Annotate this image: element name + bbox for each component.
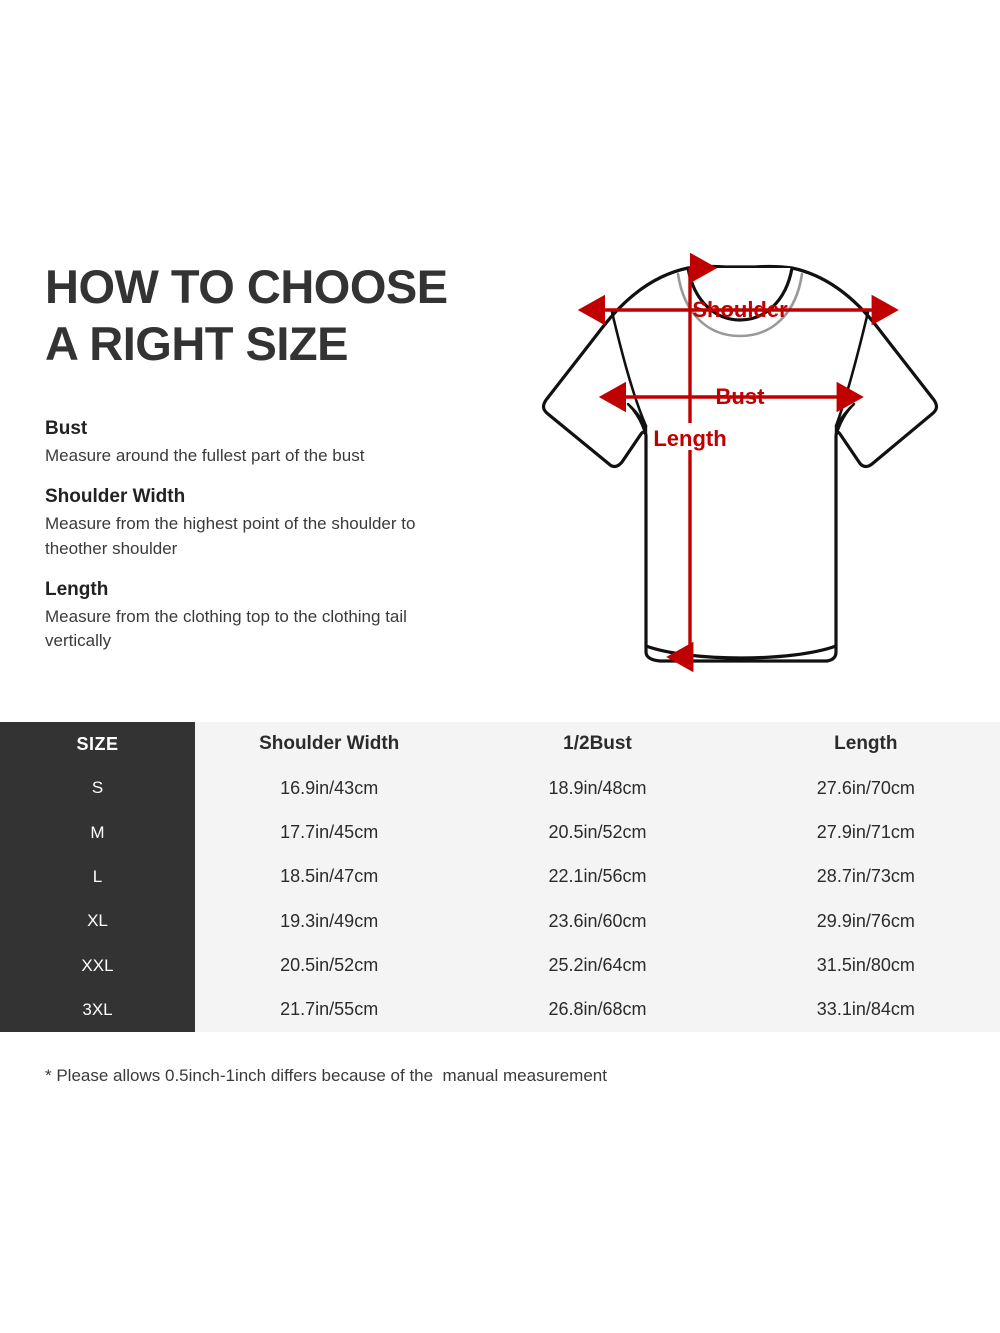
page-title-line-2: A RIGHT SIZE [45,317,349,371]
definition-length-term: Length [45,579,109,601]
definition-bust-description: Measure around the fullest part of the b… [45,445,365,465]
measurement-disclaimer: * Please allows 0.5inch-1inch differs be… [45,1066,607,1085]
definition-bust: Bust Measure around the fullest part of … [45,416,465,468]
row-m-shoulder-width: 17.7in/45cm [280,822,379,843]
tshirt-measurement-diagram: Shoulder Bust Length [500,250,980,690]
row-m-half-bust: 20.5in/52cm [548,822,647,843]
row-xl-half-bust: 23.6in/60cm [548,910,647,931]
row-l-shoulder-width: 18.5in/47cm [280,866,379,887]
definition-bust-term: Bust [45,418,88,439]
row-l-length: 28.7in/73cm [816,866,915,887]
intro-section: HOW TO CHOOSE A RIGHT SIZE Bust Measure … [45,250,980,690]
row-xl-length: 29.9in/76cm [816,910,915,931]
definition-length: Length Measure from the clothing top to … [45,577,465,654]
row-size-l: L [92,866,103,886]
size-column-background [0,722,195,1032]
definition-length-description: Measure from the clothing top to the clo… [45,606,407,651]
bust-label-text: Bust [716,384,766,409]
row-s-length: 27.6in/70cm [816,777,915,798]
row-size-xl: XL [87,911,108,931]
table-header-size: SIZE [76,733,119,754]
row-xl-shoulder-width: 19.3in/49cm [280,910,379,931]
table-header-half-bust: 1/2Bust [563,733,632,755]
measurement-annotations: Shoulder Bust Length [577,252,899,673]
table-header-length: Length [834,733,898,755]
definition-shoulder-width: Shoulder Width Measure from the highest … [45,484,465,561]
row-size-s: S [91,778,104,798]
length-label-text: Length [653,426,726,451]
tshirt-outline [541,264,939,663]
page-title: HOW TO CHOOSE A RIGHT SIZE [45,258,475,373]
row-size-xxl: XXL [81,955,114,975]
row-size-m: M [90,822,105,842]
row-xxl-half-bust: 25.2in/64cm [548,955,647,976]
measurement-definitions: Bust Measure around the fullest part of … [45,416,465,670]
shoulder-label-text: Shoulder [692,297,788,322]
row-l-half-bust: 22.1in/56cm [548,866,647,887]
row-3xl-shoulder-width: 21.7in/55cm [280,999,379,1020]
row-size-3xl: 3XL [82,999,113,1019]
row-m-length: 27.9in/71cm [816,822,915,843]
size-chart-table: SIZE Shoulder Width 1/2Bust Length S 16.… [0,722,1000,1032]
page-title-line-1: HOW TO CHOOSE [45,260,448,313]
definition-shoulder-width-description: Measure from the highest point of the sh… [45,513,416,558]
row-3xl-half-bust: 26.8in/68cm [548,999,647,1020]
row-s-half-bust: 18.9in/48cm [548,777,647,798]
row-3xl-length: 33.1in/84cm [816,999,915,1020]
row-xxl-shoulder-width: 20.5in/52cm [280,955,379,976]
table-grid: SIZE Shoulder Width 1/2Bust Length S 16.… [0,722,1000,1032]
row-xxl-length: 31.5in/80cm [816,955,915,976]
definition-shoulder-width-term: Shoulder Width [45,486,186,508]
table-header-shoulder-width: Shoulder Width [259,733,400,755]
row-s-shoulder-width: 16.9in/43cm [280,777,379,798]
